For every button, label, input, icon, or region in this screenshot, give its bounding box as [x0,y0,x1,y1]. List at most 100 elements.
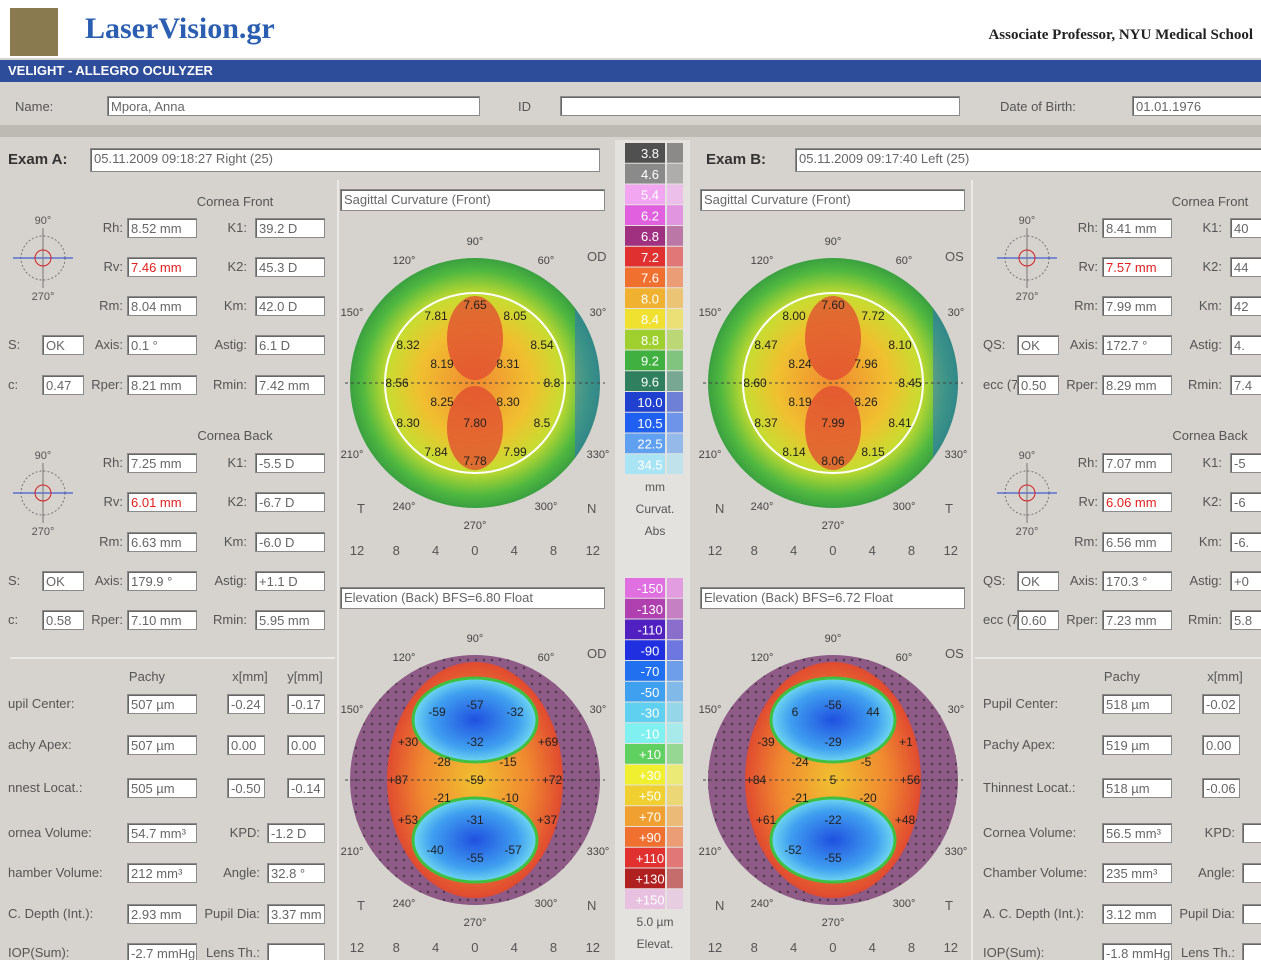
field[interactable]: 518 µm [1102,778,1172,798]
field[interactable]: +1.1 D [255,571,325,591]
exam-select[interactable]: 05.11.2009 09:17:40 Left (25) [795,148,1261,172]
field[interactable]: 0.00 [227,735,265,755]
field[interactable]: -6 [1230,492,1261,512]
field[interactable] [1242,943,1261,960]
label: Thinnest Locat.: [983,780,1076,796]
map-value: 6 [792,705,799,719]
section-title: Cornea Back [175,428,295,444]
field[interactable]: 519 µm [1102,735,1172,755]
field[interactable]: 45.3 D [255,257,325,277]
field[interactable]: 44 [1230,257,1261,277]
exam-label: Exam B: [706,152,766,168]
name-field[interactable]: Mpora, Anna [107,96,480,116]
scale-strip [667,351,683,371]
map-select[interactable]: Sagittal Curvature (Front) [340,189,605,211]
label: Lens Th.: [60,945,260,960]
scale-strip [667,869,683,889]
field[interactable]: -0.50 [227,778,265,798]
compass-label: 150° [699,704,722,716]
map-value: -59 [466,773,484,787]
field[interactable]: 507 µm [127,694,197,714]
scale-strip [667,330,683,350]
map-select[interactable]: Elevation (Back) BFS=6.80 Float [340,587,605,609]
exam-select[interactable]: 05.11.2009 09:18:27 Right (25) [90,148,600,172]
compass-label: 210° [699,449,722,461]
scale-strip [667,599,683,619]
field[interactable] [1242,863,1261,883]
eye-label: OD [587,646,607,661]
compass-label: 120° [393,652,416,664]
field[interactable] [1242,823,1261,843]
field[interactable]: 42 [1230,296,1261,316]
field[interactable]: -0.06 [1202,778,1240,798]
map-value: 8.14 [782,445,806,459]
field[interactable]: -0.14 [287,778,325,798]
graphics: 90°270°7.657.818.058.328.548.198.318.568… [0,0,1261,960]
field[interactable] [1242,904,1261,924]
field[interactable]: -5.5 D [255,453,325,473]
scale-label: 9.2 [641,354,659,369]
field[interactable]: -0.24 [227,694,265,714]
section-title: Cornea Front [1150,194,1261,210]
field[interactable]: 518 µm [1102,694,1172,714]
label: Pupil Dia: [60,906,260,922]
label: K1: [47,455,247,471]
field[interactable]: +0 [1230,571,1261,591]
scale-label: 3.8 [641,146,659,161]
field[interactable]: -0.17 [287,694,325,714]
label: Angle: [1035,865,1235,881]
field[interactable]: 4. [1230,335,1261,355]
field[interactable]: 3.37 mm [267,904,325,924]
compass-label: 330° [587,449,610,461]
exam-label: Exam A: [8,152,67,168]
scale-caption: Curvat. [636,502,675,516]
field[interactable]: -6. [1230,532,1261,552]
compass-label: 120° [751,255,774,267]
field[interactable]: -0.02 [1202,694,1240,714]
side-letter: N [715,501,724,516]
dob-field[interactable]: 01.01.1976 [1132,96,1261,116]
map-value: 8.32 [396,338,420,352]
field[interactable]: 7.4 [1230,375,1261,395]
scale-strip [667,827,683,847]
field[interactable]: 7.42 mm [255,375,325,395]
scale-strip [667,434,683,454]
field[interactable]: 5.95 mm [255,610,325,630]
field[interactable]: -6.0 D [255,532,325,552]
field[interactable]: 0.00 [287,735,325,755]
field[interactable]: -1.2 D [267,823,325,843]
side-letter: N [587,898,596,913]
scale-label: +50 [639,789,661,804]
label: upil Center: [8,696,74,712]
compass-label: 30° [948,704,965,716]
field[interactable]: 505 µm [127,778,197,798]
field[interactable]: 6.1 D [255,335,325,355]
map-value: -57 [504,843,522,857]
field[interactable]: -5 [1230,453,1261,473]
map-select[interactable]: Elevation (Back) BFS=6.72 Float [700,587,965,609]
field[interactable]: 32.8 ° [267,863,325,883]
map-value: -5 [861,755,872,769]
field[interactable] [267,943,325,960]
label: Km: [1022,534,1222,550]
id-field[interactable] [560,96,960,116]
label: Km: [1022,298,1222,314]
scale-label: -110 [637,623,662,638]
field[interactable]: 42.0 D [255,296,325,316]
scale-label: 4.6 [641,167,659,182]
field[interactable]: 39.2 D [255,218,325,238]
field[interactable]: 40 [1230,218,1261,238]
map-value: +87 [388,773,409,787]
map-value: 7.99 [503,445,527,459]
map-value: -59 [428,705,446,719]
map-value: +72 [542,773,563,787]
field[interactable]: 507 µm [127,735,197,755]
scale-label: 6.8 [641,229,659,244]
label: K1: [1022,455,1222,471]
axis-label: 8 [393,940,400,955]
field[interactable]: 0.00 [1202,735,1240,755]
map-select[interactable]: Sagittal Curvature (Front) [700,189,965,211]
field[interactable]: 5.8 [1230,610,1261,630]
field[interactable]: -6.7 D [255,492,325,512]
map-value: 8.26 [854,395,878,409]
